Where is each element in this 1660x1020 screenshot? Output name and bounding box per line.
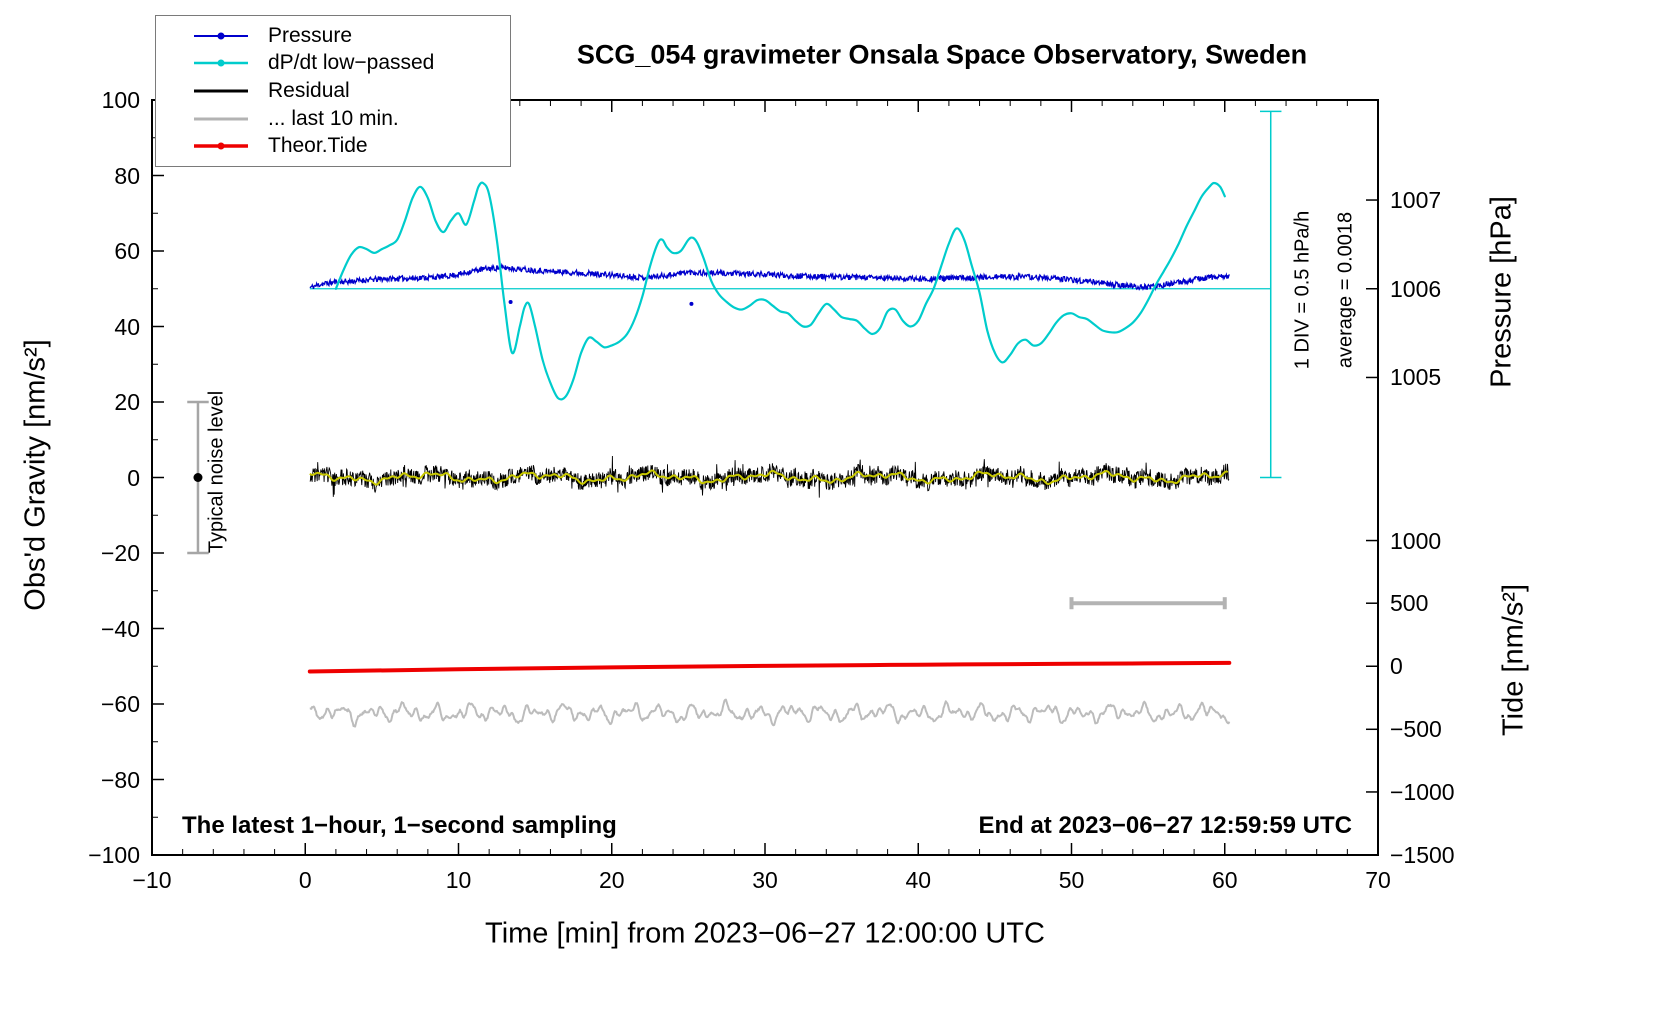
gravity-tick-label: 100: [101, 87, 140, 113]
legend-item: Theor.Tide: [190, 132, 510, 160]
legend-line-dot-icon: [194, 59, 248, 67]
legend-label: ... last 10 min.: [268, 106, 399, 130]
legend-line-icon: [194, 89, 248, 93]
typical-noise-dot: [193, 473, 203, 482]
series-last-10-min: [309, 698, 1231, 728]
legend-dot: [217, 59, 225, 67]
gravity-tick-label: −80: [100, 766, 140, 793]
legend-label: dP/dt low−passed: [268, 51, 435, 75]
gravity-tick-label: −100: [88, 842, 140, 868]
tide-tick-label: −1500: [1390, 842, 1455, 868]
x-tick-label: 0: [298, 867, 312, 893]
gravity-tick-label: −40: [100, 615, 140, 642]
pressure-tick-label: 1005: [1390, 364, 1442, 391]
tide-tick-label: 0: [1390, 653, 1403, 680]
gravity-tick-label: 80: [114, 162, 140, 189]
pressure-tick-label: 1006: [1390, 275, 1442, 302]
series-residual-low-passed: [309, 469, 1229, 486]
series-pressure: [309, 262, 1230, 292]
series-pressure-outlier-dot: [689, 301, 694, 306]
series-theor-tide: [307, 660, 1232, 674]
legend-label: Residual: [268, 78, 350, 102]
y-axis-label-pressure: Pressure [hPa]: [1485, 196, 1518, 388]
gravity-tick-label: −20: [100, 540, 140, 566]
gravity-tick-label: −60: [100, 691, 140, 717]
gravity-tick-label: 20: [114, 389, 140, 415]
end-time-note: End at 2023−06−27 12:59:59 UTC: [978, 812, 1352, 839]
x-tick-label: 30: [752, 867, 778, 893]
x-tick-label: 10: [445, 867, 472, 893]
legend-line-dot-icon: [194, 142, 248, 150]
legend-line-icon: [194, 117, 248, 121]
x-axis-label: Time [min] from 2023−06−27 12:00:00 UTC: [485, 917, 1045, 950]
plot-border: [151, 99, 1379, 856]
x-tick-label: 50: [1058, 867, 1085, 893]
gravity-tick-label: 60: [114, 238, 140, 264]
x-tick-label: 20: [598, 867, 625, 893]
legend-item: Residual: [190, 77, 510, 105]
x-tick-label: 60: [1211, 867, 1238, 893]
series-pressure-outlier-dot: [508, 299, 513, 304]
sampling-note: The latest 1−hour, 1−second sampling: [182, 812, 617, 839]
tide-tick-label: −500: [1390, 716, 1442, 743]
pressure-tick-label: 1007: [1390, 187, 1442, 214]
legend-label: Theor.Tide: [268, 134, 368, 158]
y-axis-label-gravity: Obs'd Gravity [nm/s²]: [19, 339, 52, 611]
tide-tick-label: 500: [1390, 590, 1429, 617]
series-dp-dt-low-passed: [334, 181, 1226, 401]
legend-label: Pressure: [268, 23, 353, 47]
legend-item: Pressure: [190, 22, 510, 50]
series-residual: [309, 455, 1230, 498]
legend: Pressure dP/dt low−passed Residual ... last…: [155, 15, 511, 167]
legend-line-dot-icon: [194, 32, 248, 40]
legend-dot: [217, 142, 225, 150]
typical-noise-level-label: Typical noise level: [205, 390, 228, 554]
x-tick-label: 40: [905, 867, 932, 893]
chart-title: SCG_054 gravimeter Onsala Space Observat…: [576, 39, 1308, 70]
gravity-tick-label: 0: [127, 464, 140, 491]
tide-tick-label: −1000: [1390, 778, 1455, 805]
x-tick-label: −10: [132, 867, 172, 893]
tide-tick-label: 1000: [1390, 527, 1442, 554]
legend-dot: [217, 32, 225, 40]
y-axis-label-tide: Tide [nm/s²]: [1497, 583, 1530, 737]
legend-item: dP/dt low−passed: [190, 50, 510, 78]
div-scale-note: 1 DIV = 0.5 hPa/h: [1291, 210, 1314, 370]
average-note: average = 0.0018: [1334, 211, 1357, 369]
legend-item: ... last 10 min.: [190, 105, 510, 133]
gravity-tick-label: 40: [114, 313, 140, 340]
x-tick-label: 70: [1365, 867, 1391, 893]
